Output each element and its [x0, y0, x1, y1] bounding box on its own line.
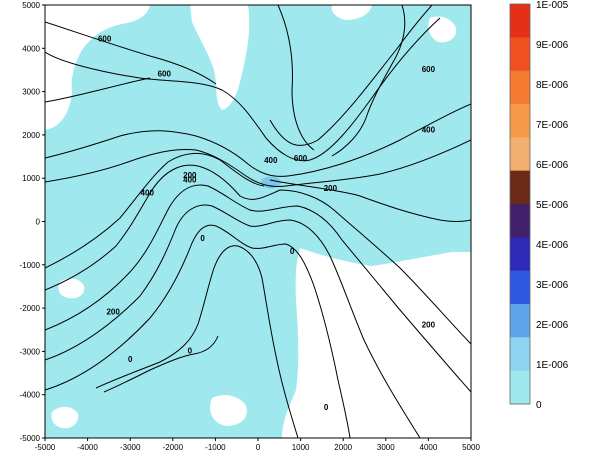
colorbar-label: 2E-006 — [536, 320, 569, 331]
x-tick-label: -1000 — [205, 443, 226, 452]
colorbar-segment — [510, 170, 530, 205]
contour-label: 0 — [200, 234, 205, 243]
contour-label: 400 — [264, 156, 278, 165]
colorbar-segment — [510, 70, 530, 105]
contour-line-600-right-top — [269, 5, 433, 146]
y-tick-label: 1000 — [22, 174, 40, 183]
colorbar-segment — [510, 237, 530, 272]
contour-label: 600 — [294, 154, 308, 163]
zero-region-bottom-center — [209, 395, 247, 426]
y-tick-label: -1000 — [20, 261, 41, 270]
contour-line-0-d — [103, 335, 219, 393]
colorbar-segment — [510, 270, 530, 305]
contour-label: 400 — [422, 126, 436, 135]
contour-line-600-left-mid — [45, 77, 151, 103]
contour-label: 400 — [141, 188, 155, 197]
colorbar-segment — [510, 304, 530, 338]
x-axis: -5000 -4000 -3000 -2000 -1000 0 1000 2000 3000 40… — [35, 438, 480, 452]
contour-lines — [45, 5, 471, 438]
contour-label: 0 — [128, 355, 133, 364]
zero-region-left-middle — [58, 278, 85, 299]
x-tick-label: 0 — [256, 443, 261, 452]
colorbar-label: 4E-006 — [536, 240, 569, 251]
colorbar-segment — [510, 4, 530, 38]
colorbar-segment — [510, 104, 530, 138]
zero-region-top-right — [331, 5, 372, 20]
contour-line-600-right-curl — [331, 5, 406, 157]
x-tick-label: 2000 — [334, 443, 352, 452]
zero-region-bottom-right — [282, 248, 471, 438]
colorbar-label: 1E-005 — [536, 0, 569, 11]
x-tick-label: 5000 — [462, 443, 480, 452]
contour-line-0-b — [45, 224, 351, 438]
colorbar-label: 8E-006 — [536, 80, 569, 91]
zero-region-bottom-left — [51, 406, 79, 429]
x-tick-label: 3000 — [377, 443, 395, 452]
colorbar-label: 3E-006 — [536, 280, 569, 291]
colorbar: 1E-005 9E-006 8E-006 7E-006 6E-006 5E-006 4E-0… — [509, 0, 569, 411]
x-tick-label: 1000 — [292, 443, 310, 452]
zero-regions — [45, 5, 471, 438]
contour-line-0-c — [95, 245, 299, 438]
contour-line-200-c — [45, 184, 471, 393]
colorbar-label: 1E-006 — [536, 360, 569, 371]
zero-region-top-center — [190, 5, 250, 110]
contour-line-200-b — [45, 153, 265, 269]
y-tick-label: 4000 — [22, 44, 40, 53]
y-tick-label: -3000 — [20, 347, 41, 356]
y-tick-label: -4000 — [20, 391, 41, 400]
contour-line-600-top-center — [277, 5, 315, 151]
y-tick-label: 5000 — [22, 1, 40, 10]
contour-line-400-left — [45, 139, 471, 187]
x-tick-label: -3000 — [120, 443, 141, 452]
colorbar-segment — [510, 204, 530, 238]
y-axis: -5000 -4000 -3000 -2000 -1000 0 1000 2000 3000 40… — [20, 1, 45, 443]
x-tick-label: 4000 — [420, 443, 438, 452]
contour-label: 400 — [183, 175, 197, 184]
colorbar-segment — [510, 37, 530, 72]
contour-label: 600 — [98, 35, 112, 44]
contour-line-600-upper — [45, 17, 441, 162]
colorbar-label: 0 — [536, 400, 542, 411]
contour-label: 200 — [183, 171, 197, 180]
contour-label: 200 — [106, 308, 120, 317]
colorbar-label: 7E-006 — [536, 120, 569, 131]
y-tick-label: 3000 — [22, 88, 40, 97]
contour-label: 0 — [188, 347, 193, 356]
contour-label: 200 — [422, 321, 436, 330]
x-tick-label: -2000 — [163, 443, 184, 452]
colorbar-frame — [509, 3, 531, 405]
colorbar-segment — [510, 337, 530, 372]
contour-label: 0 — [290, 247, 295, 256]
peak-region — [260, 176, 281, 189]
contour-label: 200 — [324, 184, 338, 193]
colorbar-label: 6E-006 — [536, 160, 569, 171]
contour-label: 600 — [158, 69, 172, 78]
colorbar-segment — [510, 370, 530, 405]
x-tick-label: -4000 — [77, 443, 98, 452]
y-tick-label: -5000 — [20, 434, 41, 443]
y-tick-label: -2000 — [20, 304, 41, 313]
y-tick-label: 2000 — [22, 131, 40, 140]
contour-label: 0 — [324, 403, 329, 412]
contour-line-400-main — [45, 103, 471, 177]
contour-line-400-right-lower — [269, 179, 471, 222]
colorbar-segment — [510, 137, 530, 172]
contour-line-600-left-top — [45, 21, 217, 85]
colorbar-label: 9E-006 — [536, 40, 569, 51]
y-tick-label: 0 — [36, 218, 41, 227]
zero-region-top-left — [45, 5, 150, 130]
contour-line-200-a — [45, 164, 471, 345]
contour-label: 600 — [422, 65, 436, 74]
x-tick-label: -5000 — [35, 443, 56, 452]
contour-line-0-a — [45, 204, 421, 438]
colorbar-label: 5E-006 — [536, 200, 569, 211]
